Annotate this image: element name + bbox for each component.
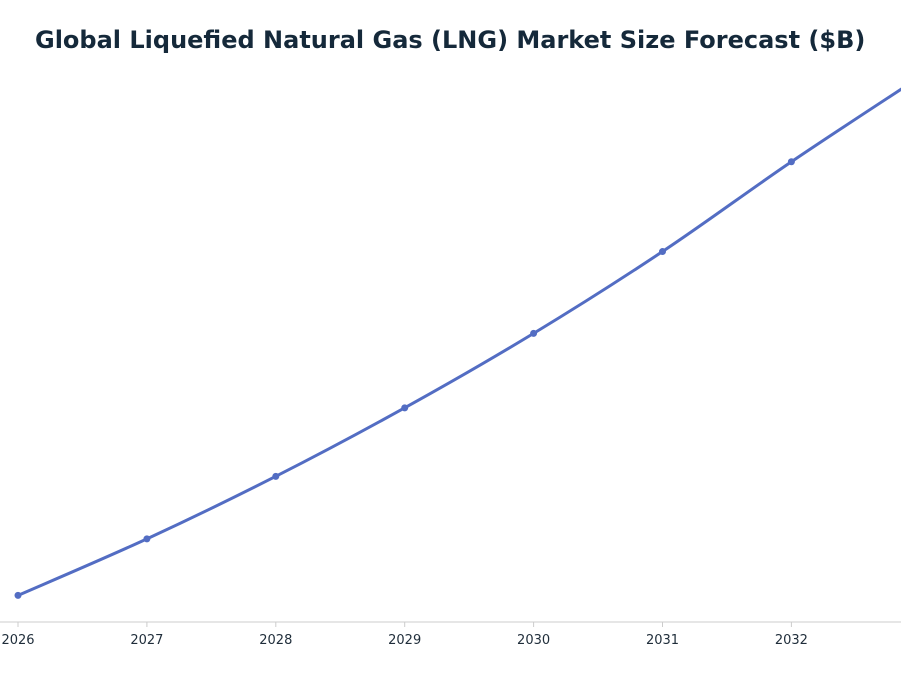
data-point — [143, 535, 151, 543]
data-point — [787, 158, 795, 166]
data-point — [659, 248, 666, 256]
x-tick-label: 2030 — [517, 633, 550, 648]
x-tick-label: 2029 — [388, 633, 421, 648]
x-tick-label: 2032 — [775, 633, 808, 648]
data-point — [14, 591, 22, 599]
x-tick-label: 2026 — [1, 633, 34, 648]
data-point — [530, 329, 538, 337]
series-line — [16, 87, 901, 597]
chart-title: Global Liquefied Natural Gas (LNG) Marke… — [35, 26, 866, 54]
data-point — [272, 472, 280, 480]
plot-area: 2026 2027 2028 2029 2030 2031 2032 — [0, 87, 901, 648]
x-tick-label: 2028 — [259, 633, 292, 648]
series-group — [14, 87, 901, 599]
data-point — [401, 404, 409, 412]
x-tick-label: 2027 — [130, 633, 163, 648]
x-tick-label: 2031 — [646, 633, 679, 648]
